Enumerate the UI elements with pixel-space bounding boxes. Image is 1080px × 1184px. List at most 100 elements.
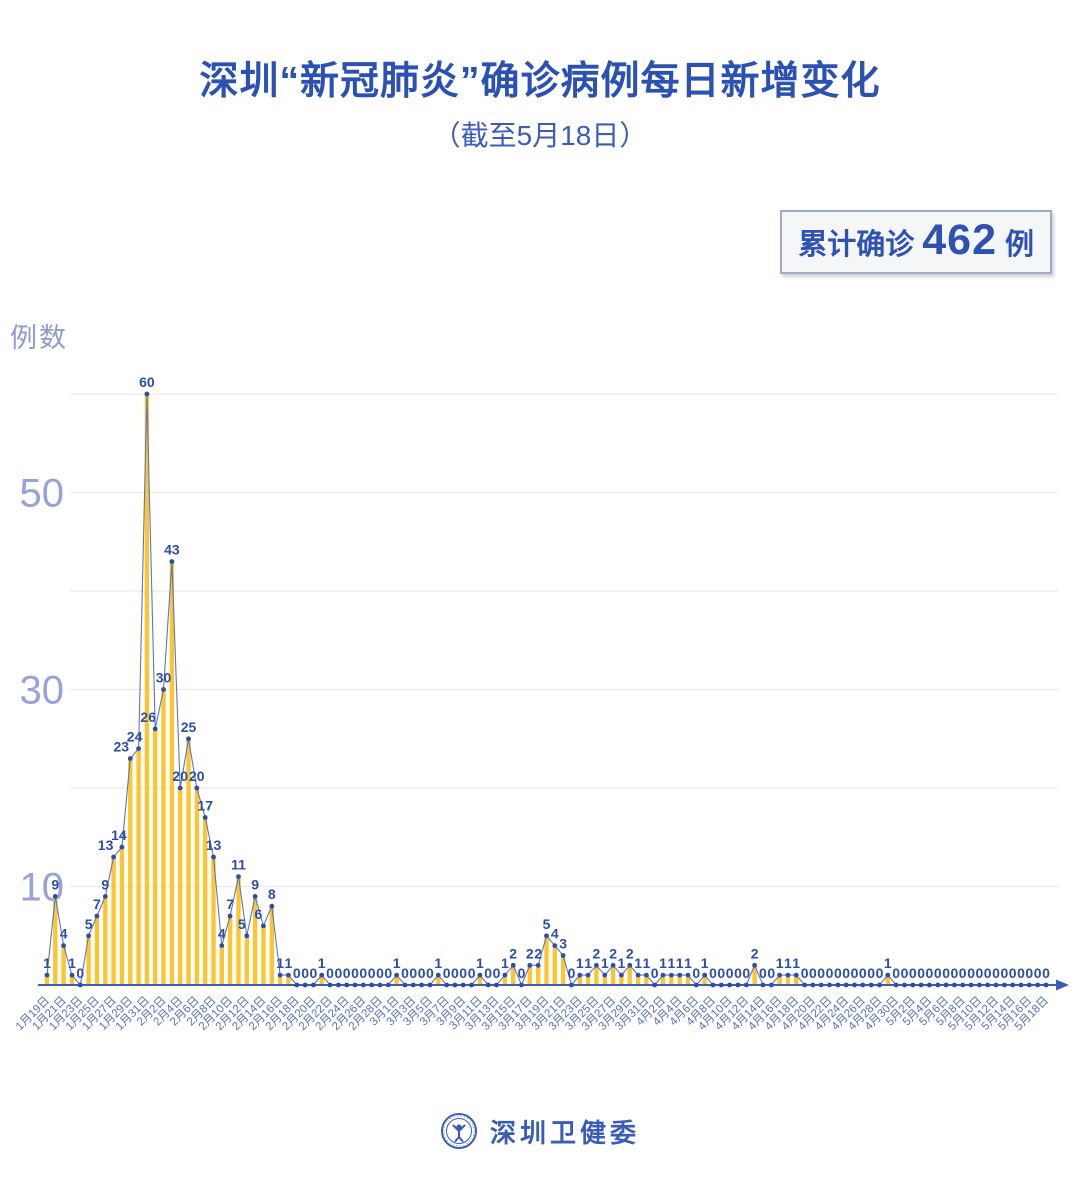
svg-text:0: 0: [909, 965, 917, 981]
svg-text:0: 0: [518, 965, 526, 981]
svg-text:2: 2: [534, 945, 542, 961]
svg-text:5: 5: [85, 916, 93, 932]
svg-text:2: 2: [526, 945, 534, 961]
svg-text:2: 2: [509, 945, 517, 961]
svg-text:4: 4: [218, 926, 226, 942]
svg-text:0: 0: [368, 965, 376, 981]
svg-text:0: 0: [934, 965, 942, 981]
svg-text:1: 1: [276, 955, 284, 971]
svg-text:0: 0: [859, 965, 867, 981]
svg-text:0: 0: [359, 965, 367, 981]
svg-text:2: 2: [609, 945, 617, 961]
svg-text:13: 13: [98, 837, 114, 853]
footer: 深圳卫健委: [0, 1112, 1080, 1150]
svg-text:0: 0: [951, 965, 959, 981]
page-title: 深圳“新冠肺炎”确诊病例每日新增变化: [199, 60, 881, 103]
cumulative-total-badge: 累计确诊 462 例: [780, 210, 1052, 274]
svg-text:0: 0: [326, 965, 334, 981]
svg-text:0: 0: [384, 965, 392, 981]
footer-org-name: 深圳卫健委: [489, 1117, 640, 1148]
svg-text:0: 0: [426, 965, 434, 981]
svg-text:43: 43: [164, 542, 180, 558]
svg-text:1: 1: [776, 955, 784, 971]
svg-text:30: 30: [20, 669, 65, 713]
svg-text:0: 0: [717, 965, 725, 981]
svg-text:13: 13: [206, 837, 222, 853]
svg-text:1: 1: [584, 955, 592, 971]
badge-label: 累计确诊: [798, 229, 915, 261]
szhc-logo-icon: [440, 1113, 477, 1149]
badge-value: 462: [922, 216, 997, 264]
svg-text:0: 0: [967, 965, 975, 981]
svg-text:0: 0: [351, 965, 359, 981]
svg-text:1: 1: [285, 955, 293, 971]
svg-text:0: 0: [826, 965, 834, 981]
svg-text:1: 1: [576, 955, 584, 971]
svg-text:0: 0: [335, 965, 343, 981]
svg-text:20: 20: [189, 768, 205, 784]
svg-text:0: 0: [459, 965, 467, 981]
svg-text:0: 0: [809, 965, 817, 981]
svg-text:26: 26: [140, 709, 156, 725]
svg-text:0: 0: [984, 965, 992, 981]
svg-text:7: 7: [226, 896, 234, 912]
svg-text:14: 14: [111, 827, 127, 843]
svg-text:0: 0: [726, 965, 734, 981]
svg-text:4: 4: [551, 926, 559, 942]
svg-text:1: 1: [701, 955, 709, 971]
svg-text:8: 8: [268, 886, 276, 902]
svg-text:1: 1: [643, 955, 651, 971]
svg-text:0: 0: [734, 965, 742, 981]
svg-text:0: 0: [401, 965, 409, 981]
svg-text:0: 0: [817, 965, 825, 981]
svg-text:0: 0: [942, 965, 950, 981]
svg-text:0: 0: [376, 965, 384, 981]
svg-text:0: 0: [493, 965, 501, 981]
svg-text:20: 20: [172, 768, 188, 784]
svg-text:1: 1: [43, 955, 51, 971]
svg-text:0: 0: [992, 965, 1000, 981]
svg-text:0: 0: [1017, 965, 1025, 981]
svg-text:1: 1: [618, 955, 626, 971]
svg-text:1: 1: [318, 955, 326, 971]
svg-text:1: 1: [434, 955, 442, 971]
badge-unit: 例: [1004, 229, 1034, 261]
svg-text:0: 0: [959, 965, 967, 981]
svg-text:1: 1: [634, 955, 642, 971]
svg-text:60: 60: [139, 374, 155, 390]
svg-text:0: 0: [310, 965, 318, 981]
svg-text:1: 1: [784, 955, 792, 971]
svg-text:1: 1: [884, 955, 892, 971]
svg-text:0: 0: [409, 965, 417, 981]
svg-text:0: 0: [742, 965, 750, 981]
svg-text:1: 1: [601, 955, 609, 971]
svg-text:0: 0: [851, 965, 859, 981]
svg-text:25: 25: [181, 719, 197, 735]
svg-text:24: 24: [127, 729, 143, 745]
svg-text:0: 0: [1042, 965, 1050, 981]
svg-text:1: 1: [684, 955, 692, 971]
svg-text:23: 23: [114, 739, 130, 755]
svg-text:0: 0: [767, 965, 775, 981]
svg-text:7: 7: [93, 896, 101, 912]
svg-text:0: 0: [1009, 965, 1017, 981]
svg-text:1: 1: [668, 955, 676, 971]
svg-text:0: 0: [443, 965, 451, 981]
svg-text:1: 1: [501, 955, 509, 971]
svg-text:3: 3: [559, 936, 567, 952]
svg-text:6: 6: [255, 906, 263, 922]
svg-text:0: 0: [709, 965, 717, 981]
svg-text:0: 0: [1034, 965, 1042, 981]
svg-text:0: 0: [901, 965, 909, 981]
subtitle: （截至5月18日）: [432, 120, 648, 151]
svg-text:0: 0: [1001, 965, 1009, 981]
svg-text:0: 0: [801, 965, 809, 981]
svg-text:0: 0: [759, 965, 767, 981]
svg-text:0: 0: [917, 965, 925, 981]
svg-text:0: 0: [976, 965, 984, 981]
svg-text:0: 0: [1025, 965, 1033, 981]
svg-text:9: 9: [101, 876, 109, 892]
svg-text:1: 1: [68, 955, 76, 971]
svg-text:1: 1: [676, 955, 684, 971]
